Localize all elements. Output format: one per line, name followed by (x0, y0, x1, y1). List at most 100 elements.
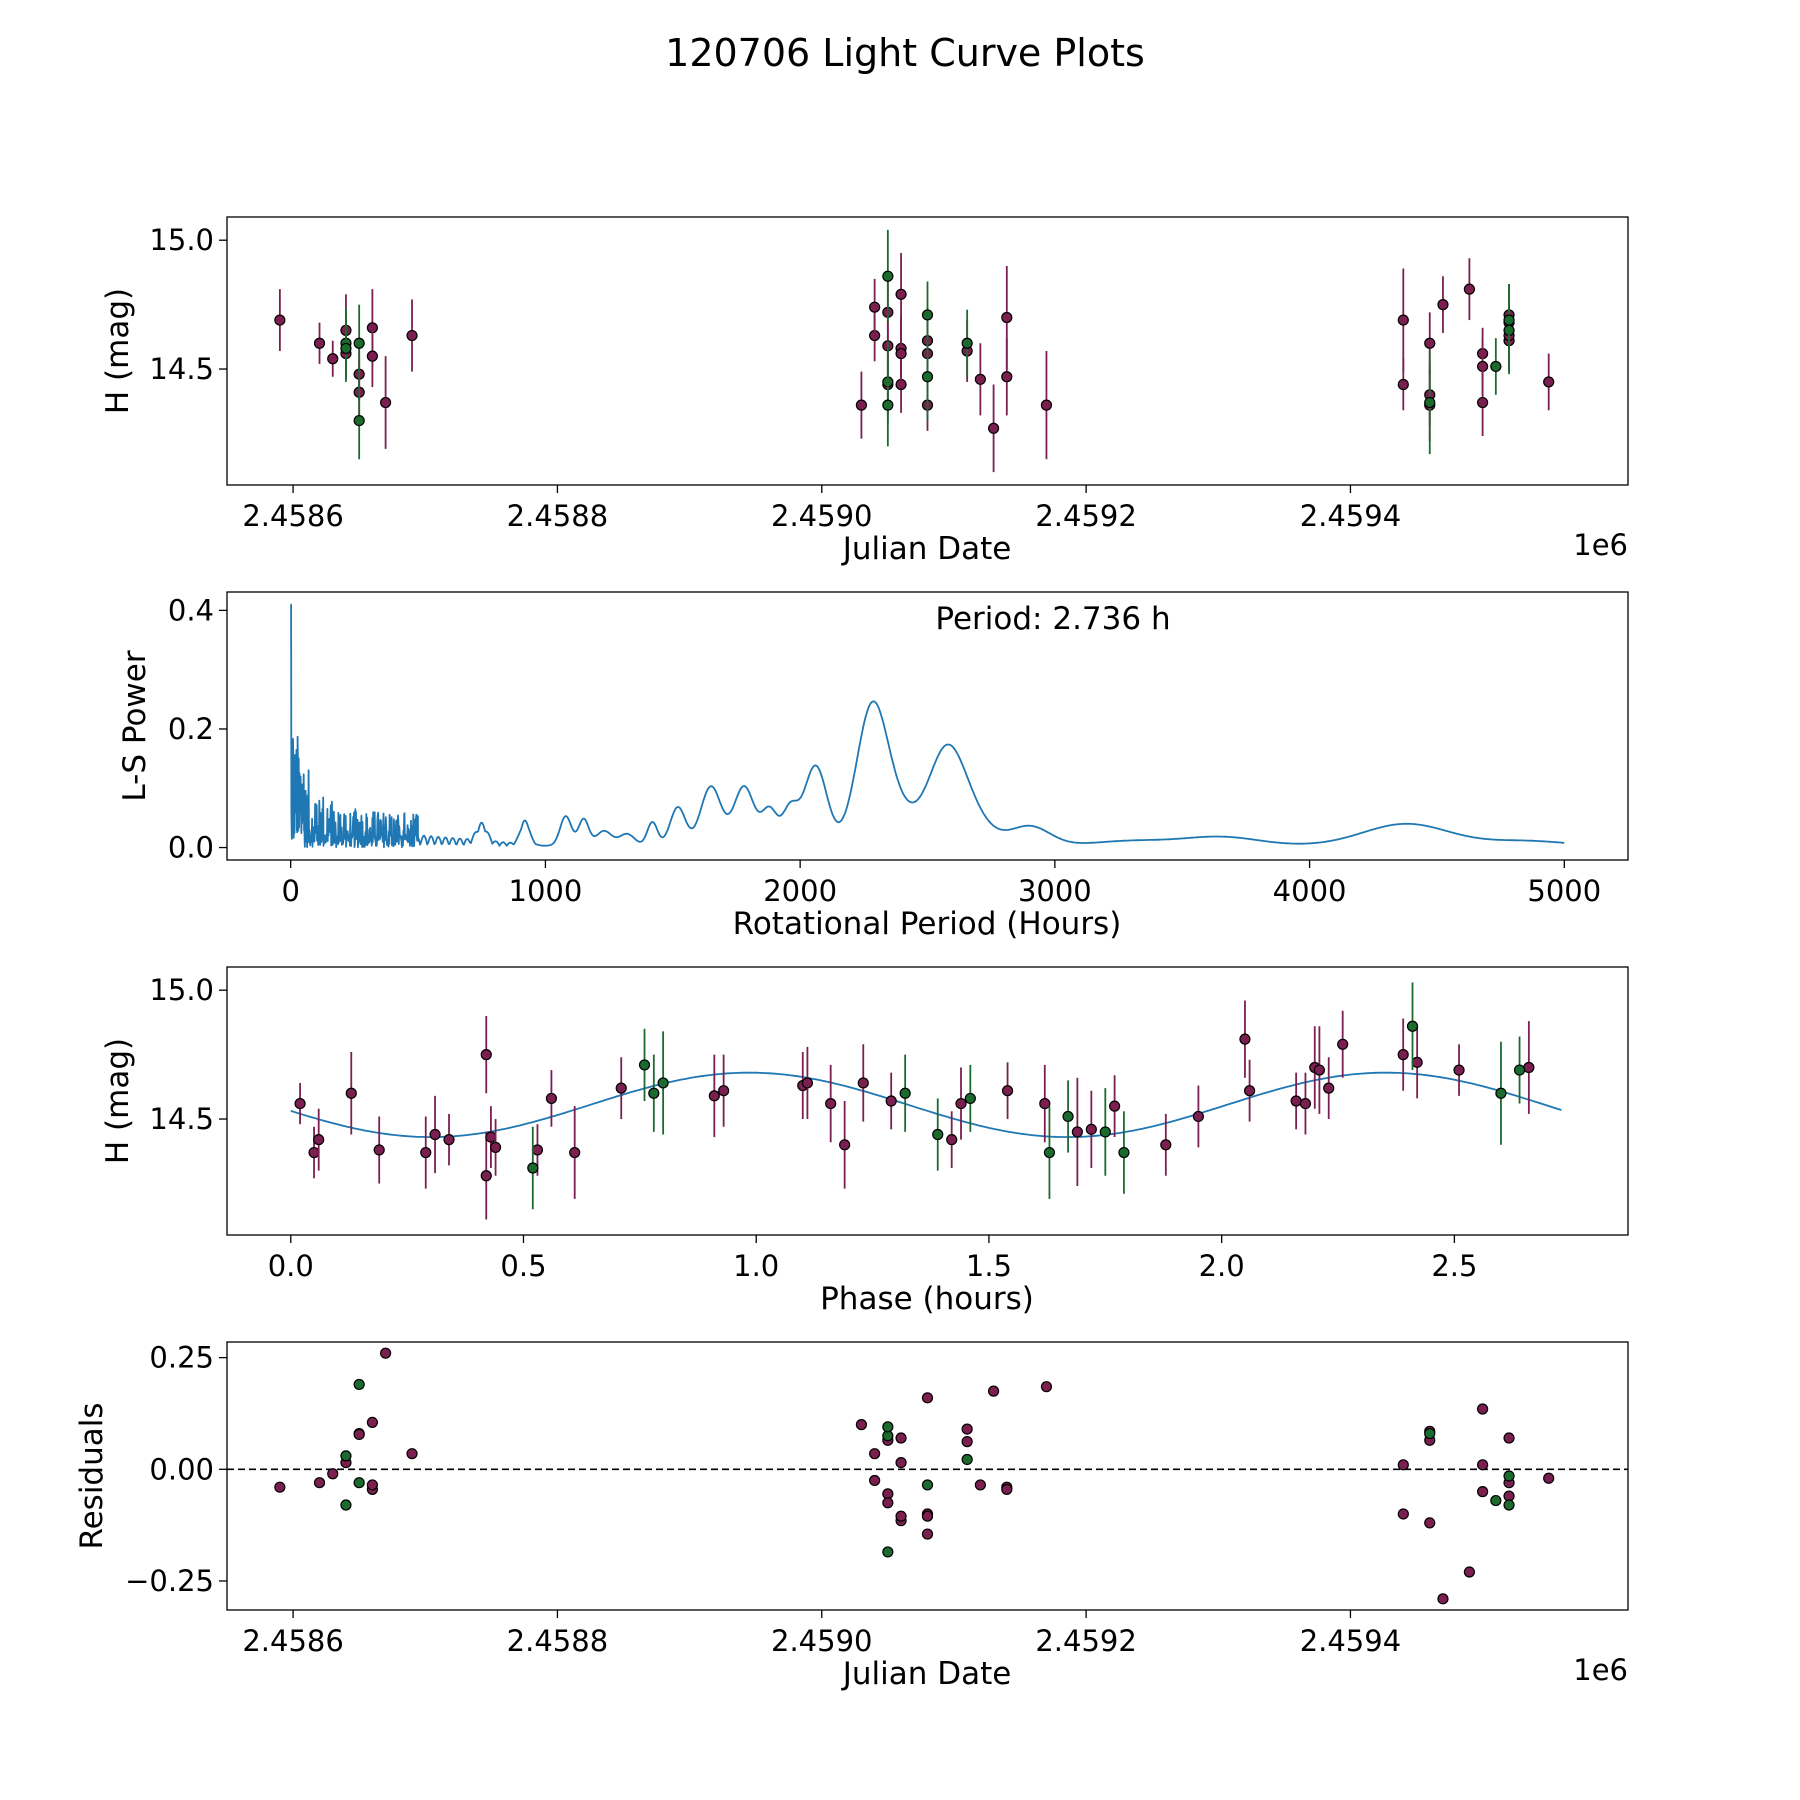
residuals-point-red (921, 1510, 934, 1522)
periodogram-y-tick-label: 0.0 (168, 831, 214, 865)
residuals-point-red (313, 1477, 326, 1489)
phased-point-green (1043, 1146, 1056, 1159)
residuals-y-tick-label: 0.00 (149, 1452, 214, 1486)
phased-point-red (294, 1097, 306, 1110)
residuals-point-red (366, 1479, 378, 1491)
phased-point-red (1523, 1061, 1535, 1074)
phased-point-red (825, 1097, 837, 1110)
lightcurve-point-green (882, 399, 894, 411)
lightcurve-x-label: Julian Date (841, 531, 1012, 567)
phased-point-green (648, 1087, 660, 1099)
phased-axes-frame (226, 966, 1629, 1236)
residuals-x-label: Julian Date (841, 1656, 1012, 1692)
phased-point-red (313, 1134, 325, 1146)
periodogram-x-tick-label: 5000 (1527, 874, 1601, 908)
residuals-point-red (961, 1436, 973, 1448)
residuals-point-red (366, 1416, 378, 1429)
lightcurve-x-tick-label: 2.4594 (1300, 499, 1401, 533)
periodogram-x-label: Rotational Period (Hours) (733, 906, 1122, 942)
residuals-point-red (974, 1479, 986, 1491)
phased-point-red (946, 1134, 958, 1146)
residuals-point-green (1424, 1427, 1436, 1440)
phased-point-red (345, 1087, 357, 1099)
residuals-point-red (1397, 1508, 1409, 1520)
residuals-point-red (869, 1474, 881, 1487)
phased-point-red (1239, 1033, 1251, 1045)
residuals-panel: 2.4586 2.4588 2.4590 2.4592 2.4594 −0.25 0.00… (74, 1341, 1629, 1692)
residuals-point-red (1397, 1459, 1409, 1471)
lightcurve-y-tick-label: 14.5 (149, 352, 214, 386)
residuals-x-offset: 1e6 (1573, 1653, 1628, 1687)
period-annotation: Period: 2.736 h (935, 601, 1170, 637)
phased-point-red (443, 1134, 455, 1146)
residuals-points (274, 1347, 1555, 1605)
phased-x-tick-label: 0.5 (500, 1249, 546, 1283)
lightcurve-y-label: H (mag) (100, 288, 136, 414)
phased-point-red (480, 1170, 492, 1182)
lightcurve-point-red (1424, 337, 1436, 349)
residuals-point-red (1001, 1483, 1013, 1496)
periodogram-x-ticks: 0 1000 2000 3000 4000 5000 (281, 860, 1601, 908)
residuals-y-label: Residuals (74, 1402, 110, 1549)
phased-x-tick-label: 1.5 (966, 1249, 1012, 1283)
lightcurve-point-green (961, 337, 973, 349)
lightcurve-point-red (1001, 311, 1013, 324)
residuals-point-red (1040, 1381, 1053, 1393)
phased-point-green (899, 1087, 911, 1099)
phased-point-red (1243, 1085, 1256, 1097)
lightcurve-point-red (406, 329, 418, 342)
lightcurve-point-red (1397, 314, 1409, 326)
lightcurve-point-red (1543, 376, 1555, 388)
lightcurve-point-red (1001, 371, 1013, 383)
phased-point-red (569, 1146, 581, 1159)
phased-point-red (955, 1097, 967, 1110)
lightcurve-point-green (1503, 314, 1515, 326)
periodogram-y-tick-label: 0.4 (168, 593, 214, 627)
phased-point-green (1495, 1087, 1507, 1099)
residuals-point-red (921, 1528, 934, 1540)
phased-point-red (1337, 1038, 1349, 1050)
phased-point-red (489, 1141, 502, 1153)
lightcurve-x-ticks: 2.4586 2.4588 2.4590 2.4592 2.4594 (242, 485, 1401, 533)
phased-point-red (718, 1085, 730, 1097)
lightcurve-point-red (274, 314, 286, 326)
lightcurve-point-red (987, 422, 1000, 434)
periodogram-x-tick-label: 0 (281, 874, 299, 908)
phased-y-ticks: 14.5 15.0 (149, 973, 227, 1136)
lightcurve-point-red (1437, 299, 1449, 311)
lightcurve-point-red (380, 396, 392, 409)
residuals-point-green (1503, 1499, 1515, 1511)
phased-point-green (964, 1092, 976, 1105)
lightcurve-point-green (882, 270, 894, 282)
residuals-y-tick-label: 0.25 (149, 1341, 214, 1375)
lightcurve-point-red (1477, 396, 1489, 409)
residuals-point-green (340, 1499, 352, 1511)
residuals-point-red (1477, 1486, 1489, 1498)
residuals-point-red (882, 1497, 894, 1509)
periodogram-y-tick-label: 0.2 (168, 712, 214, 746)
phased-points (294, 982, 1535, 1220)
residuals-point-red (987, 1385, 1000, 1397)
residuals-point-green (882, 1546, 894, 1558)
residuals-point-red (380, 1347, 392, 1359)
phased-point-red (801, 1077, 814, 1089)
lightcurve-point-red (895, 288, 907, 300)
lightcurve-point-red (1040, 399, 1053, 411)
phased-point-red (1160, 1139, 1172, 1151)
phased-point-red (1085, 1123, 1097, 1135)
residuals-point-red (1477, 1403, 1489, 1415)
phased-point-red (1192, 1110, 1204, 1123)
lightcurve-point-red (1397, 378, 1409, 391)
residuals-point-red (1437, 1593, 1449, 1605)
phased-panel: 0.0 0.5 1.0 1.5 2.0 2.5 14.5 15.0 Phase (hours… (100, 966, 1629, 1317)
phased-point-red (1299, 1097, 1312, 1110)
lightcurve-y-tick-label: 15.0 (149, 223, 214, 257)
residuals-y-tick-label: −0.25 (125, 1564, 214, 1598)
phased-y-tick-label: 15.0 (149, 973, 214, 1007)
lightcurve-x-tick-label: 2.4590 (771, 499, 872, 533)
residuals-point-red (327, 1468, 339, 1480)
periodogram-axes-frame (226, 591, 1629, 861)
lightcurve-x-offset: 1e6 (1573, 528, 1628, 562)
residuals-x-ticks: 2.4586 2.4588 2.4590 2.4592 2.4594 (242, 1610, 1401, 1658)
phased-point-red (429, 1128, 441, 1141)
